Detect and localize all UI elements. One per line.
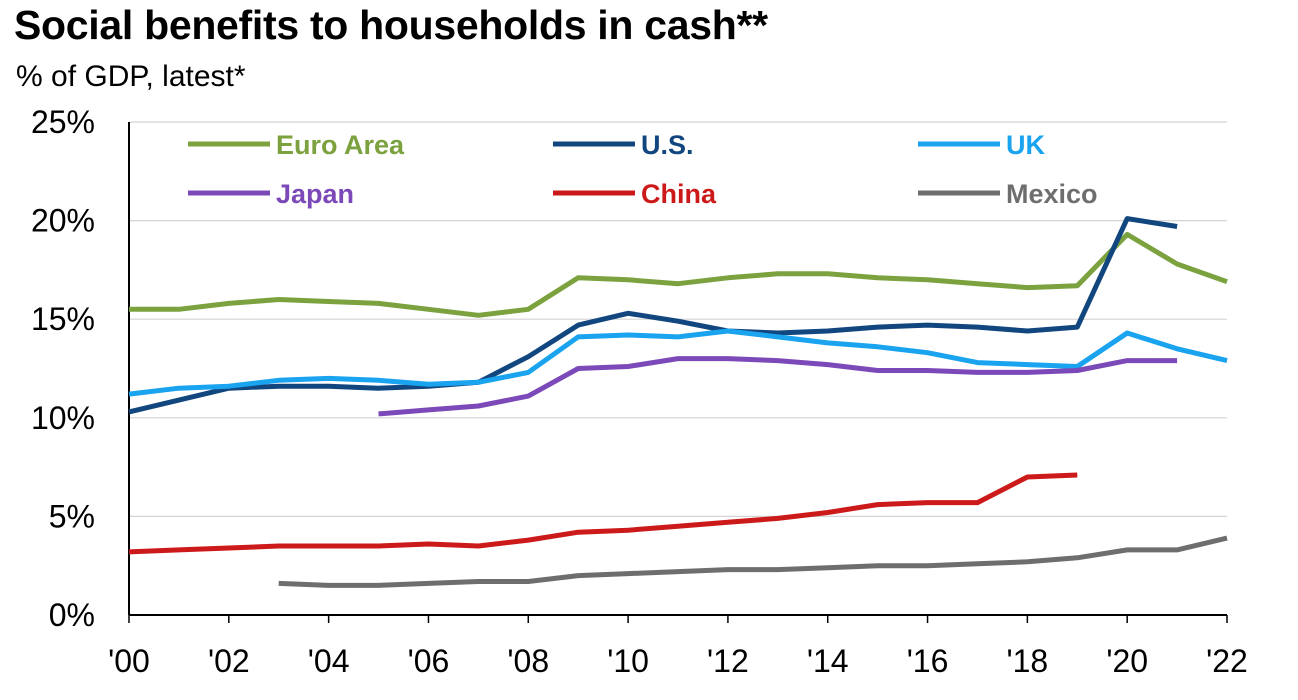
series-line-mexico <box>278 535 1228 588</box>
legend-label-uk: UK <box>1006 130 1045 160</box>
x-tick-label: '06 <box>408 643 450 679</box>
x-tick-label: '04 <box>308 643 350 679</box>
y-tick-label: 0% <box>49 597 95 633</box>
x-tick-label: '08 <box>507 643 549 679</box>
series-line-uk <box>128 328 1228 397</box>
axes: 0% 5% 10% 15% 20% 25% '00 '02 '04 '06 '08 '10 '12 '14… <box>31 104 1248 679</box>
legend-label-china: China <box>641 179 717 209</box>
legend-label-japan: Japan <box>276 179 354 209</box>
y-tick-label: 5% <box>49 498 95 534</box>
x-tick-label: '18 <box>1007 643 1049 679</box>
series-line-china <box>128 472 1078 555</box>
series-line-euro-area <box>129 231 1228 318</box>
legend: Euro Area U.S. UK Japan China Mexico <box>188 130 1098 209</box>
y-tick-label: 15% <box>31 301 95 337</box>
x-tick-label: '16 <box>907 643 949 679</box>
x-tick-label: '14 <box>807 643 849 679</box>
x-tick-label: '02 <box>208 643 250 679</box>
legend-label-mexico: Mexico <box>1006 179 1098 209</box>
x-tick-label: '22 <box>1206 643 1248 679</box>
chart-subtitle: % of GDP, latest* <box>16 60 246 93</box>
legend-label-euro-area: Euro Area <box>276 130 405 160</box>
x-tick-label: '00 <box>108 643 150 679</box>
x-tick-label: '12 <box>707 643 749 679</box>
series-line-u-s <box>128 216 1178 415</box>
x-tick-label: '10 <box>607 643 649 679</box>
y-tick-label: 10% <box>31 400 95 436</box>
series-line-japan <box>378 356 1178 417</box>
x-tick-label: '20 <box>1106 643 1148 679</box>
legend-label-u-s: U.S. <box>641 130 694 160</box>
y-tick-label: 20% <box>31 203 95 239</box>
chart-title: Social benefits to households in cash** <box>14 2 768 48</box>
y-tick-label: 25% <box>31 104 95 140</box>
series-lines <box>128 216 1228 588</box>
